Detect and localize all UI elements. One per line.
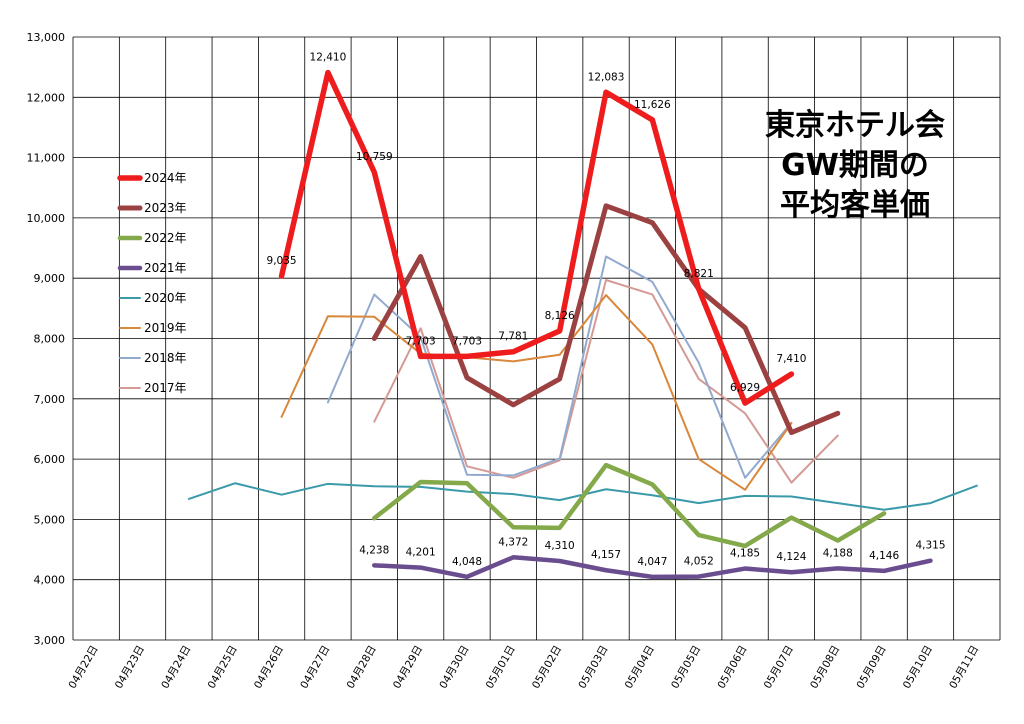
legend: 2024年 2023年 2022年 2021年 2020年 2019年 2018年 2017年 bbox=[117, 171, 187, 395]
data-label: 12,410 bbox=[310, 52, 347, 64]
legend-label: 2022年 bbox=[144, 231, 187, 245]
legend-label: 2019年 bbox=[144, 321, 187, 335]
y-tick-label: 13,000 bbox=[27, 31, 66, 44]
chart-title: 東京ホテル会 GW期間の 平均客単価 bbox=[765, 108, 945, 223]
chart-title-line-1: 東京ホテル会 bbox=[765, 108, 945, 143]
series-line-2024年 bbox=[278, 69, 795, 406]
chart-title-line-3: 平均客単価 bbox=[780, 188, 930, 223]
data-label: 4,372 bbox=[498, 536, 528, 548]
y-tick-label: 6,000 bbox=[34, 453, 66, 466]
data-label: 4,188 bbox=[823, 547, 853, 559]
x-tick-label: 04月28日 bbox=[345, 644, 379, 691]
x-tick-label: 05月08日 bbox=[808, 644, 842, 691]
data-label: 7,410 bbox=[776, 353, 806, 365]
legend-label: 2020年 bbox=[144, 291, 187, 305]
legend-label: 2024年 bbox=[144, 171, 187, 185]
x-tick-label: 05月03日 bbox=[576, 644, 610, 691]
y-tick-label: 12,000 bbox=[27, 91, 66, 104]
data-label: 4,238 bbox=[359, 544, 389, 556]
y-tick-label: 10,000 bbox=[27, 212, 66, 225]
x-tick-label: 05月07日 bbox=[762, 644, 796, 691]
x-tick-label: 04月23日 bbox=[113, 644, 147, 691]
x-tick-label: 04月29日 bbox=[391, 644, 425, 691]
data-label: 4,157 bbox=[591, 549, 621, 561]
legend-label: 2017年 bbox=[144, 381, 187, 395]
data-label: 4,052 bbox=[684, 556, 714, 568]
x-tick-label: 05月10日 bbox=[901, 644, 935, 691]
data-label: 4,047 bbox=[637, 556, 667, 568]
x-tick-label: 05月05日 bbox=[669, 644, 703, 691]
y-axis-ticks: 3,000 4,000 5,000 6,000 7,000 8,000 9,000 10,00… bbox=[27, 31, 66, 647]
data-label: 4,124 bbox=[776, 551, 806, 563]
x-tick-label: 05月02日 bbox=[530, 644, 564, 691]
x-tick-label: 04月24日 bbox=[159, 644, 193, 691]
data-label: 7,781 bbox=[498, 331, 528, 343]
x-tick-label: 05月09日 bbox=[854, 644, 888, 691]
series-line-2017年 bbox=[373, 279, 839, 484]
data-label: 4,310 bbox=[545, 540, 575, 552]
y-tick-label: 9,000 bbox=[34, 272, 66, 285]
data-label: 12,083 bbox=[588, 71, 625, 83]
data-label: 4,048 bbox=[452, 556, 482, 568]
data-label: 10,759 bbox=[356, 151, 393, 163]
y-tick-label: 8,000 bbox=[34, 333, 66, 346]
x-tick-label: 04月25日 bbox=[206, 644, 240, 691]
data-label: 11,626 bbox=[634, 99, 671, 111]
chart-title-line-2: GW期間の bbox=[781, 148, 929, 183]
x-tick-label: 05月06日 bbox=[715, 644, 749, 691]
x-tick-label: 04月22日 bbox=[67, 644, 101, 691]
legend-label: 2018年 bbox=[144, 351, 187, 365]
y-tick-label: 7,000 bbox=[34, 393, 66, 406]
data-label: 4,185 bbox=[730, 548, 760, 560]
data-label: 7,703 bbox=[406, 335, 436, 347]
x-tick-label: 05月04日 bbox=[623, 644, 657, 691]
x-axis-ticks: 04月22日 04月23日 04月24日 04月25日 04月26日 04月27日 04月2… bbox=[67, 643, 982, 690]
series-lines bbox=[187, 69, 978, 580]
x-tick-label: 04月27日 bbox=[298, 644, 332, 691]
x-tick-label: 04月26日 bbox=[252, 644, 286, 691]
x-tick-label: 05月01日 bbox=[484, 644, 518, 691]
series-line-2022年 bbox=[372, 462, 887, 549]
data-label: 8,821 bbox=[684, 268, 714, 280]
y-tick-label: 5,000 bbox=[34, 513, 66, 526]
y-tick-label: 11,000 bbox=[27, 152, 66, 165]
data-labels: 9,035 12,410 10,759 7,703 7,703 7,781 8,126 12,… bbox=[267, 52, 946, 568]
data-label: 4,201 bbox=[406, 547, 436, 559]
data-label: 4,146 bbox=[869, 550, 899, 562]
y-tick-label: 4,000 bbox=[34, 574, 66, 587]
series-line-2018年 bbox=[326, 255, 793, 479]
series-line-2023年 bbox=[371, 203, 841, 436]
legend-label: 2023年 bbox=[144, 201, 187, 215]
series-line-2021年 bbox=[372, 555, 933, 580]
data-label: 7,703 bbox=[452, 335, 482, 347]
data-label: 6,929 bbox=[730, 382, 760, 394]
data-label: 9,035 bbox=[267, 255, 297, 267]
data-label: 4,315 bbox=[915, 540, 945, 552]
series-line-2019年 bbox=[280, 294, 793, 491]
x-tick-label: 04月30日 bbox=[437, 644, 471, 691]
y-tick-label: 3,000 bbox=[34, 634, 66, 647]
x-tick-label: 05月11日 bbox=[947, 643, 981, 690]
data-label: 8,126 bbox=[545, 310, 575, 322]
legend-label: 2021年 bbox=[144, 261, 187, 275]
